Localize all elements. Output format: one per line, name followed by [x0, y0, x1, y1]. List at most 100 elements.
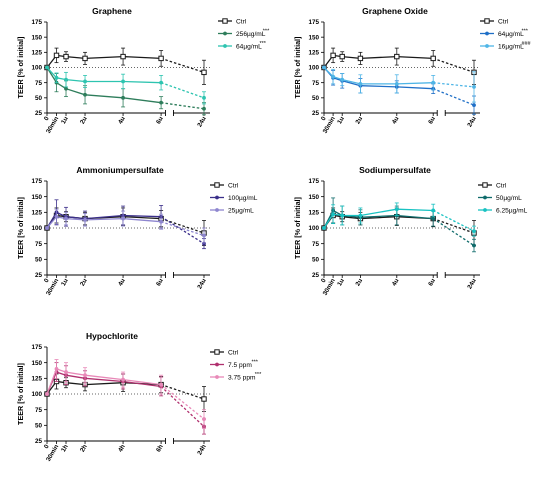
x-tick-label: 0: [43, 115, 51, 122]
data-point: [121, 377, 125, 382]
x-tick-label: 2u: [79, 115, 89, 125]
y-tick-label: 175: [31, 19, 42, 26]
data-point: [472, 103, 476, 108]
data-point: [330, 52, 336, 59]
y-tick-label: 150: [31, 194, 42, 201]
panel-title: Graphene: [92, 6, 132, 16]
series-line-break: [160, 386, 205, 428]
legend-marker: [483, 208, 487, 212]
data-point: [121, 95, 125, 100]
legend-label: Ctrl: [228, 349, 239, 356]
legend-marker: [214, 349, 220, 355]
y-tick-label: 125: [31, 210, 42, 217]
y-tick-label: 25: [312, 272, 320, 279]
panel-2: Ammoniumpersulfate 25 50 75 100 125 150 175 TEER…: [16, 165, 258, 297]
legend-label: 25µg/mL: [228, 207, 254, 214]
data-point: [120, 53, 126, 60]
x-tick-label: 1h: [60, 443, 70, 453]
data-point: [159, 382, 164, 387]
y-axis-label: TEER [% of initial]: [293, 197, 302, 259]
data-point: [202, 106, 206, 111]
legend-marker: [485, 44, 489, 48]
legend-entry: 25µg/mL: [210, 207, 254, 214]
x-tick-label: 1u: [60, 277, 70, 287]
significance-mark: ###: [521, 41, 531, 47]
series-2: [322, 202, 476, 237]
series-1: [322, 65, 476, 115]
legend-entry: Ctrl: [210, 182, 239, 189]
data-point: [472, 85, 476, 89]
data-point: [472, 243, 476, 248]
x-tick-label: 4u: [391, 277, 401, 287]
significance-mark: ***: [259, 41, 266, 47]
data-point: [64, 370, 68, 374]
data-point: [340, 77, 345, 82]
data-point: [201, 396, 207, 402]
data-point: [202, 417, 206, 421]
series-line: [46, 371, 162, 395]
legend-marker: [222, 18, 228, 24]
y-tick-label: 50: [35, 257, 43, 264]
y-tick-label: 150: [31, 34, 42, 41]
series-2: [45, 359, 206, 429]
data-point: [45, 65, 49, 70]
data-point: [202, 233, 206, 238]
x-tick-label: 4u: [117, 277, 127, 287]
data-point: [331, 212, 335, 217]
y-tick-label: 50: [35, 423, 43, 430]
y-tick-label: 100: [308, 65, 319, 72]
legend-label: Ctrl: [496, 182, 507, 189]
x-tick-label: 2u: [354, 115, 364, 125]
y-tick-label: 175: [31, 178, 42, 185]
legend-label: 50µg/mL: [496, 195, 522, 202]
data-point: [83, 373, 87, 378]
legend-label: Ctrl: [498, 18, 509, 25]
series-line: [46, 211, 162, 229]
legend-entry: 6.25µg/mL: [478, 207, 528, 214]
panel-0: Graphene 25 50 75 100 125 150 175 TEER [% of ini…: [16, 6, 270, 135]
series-line: [46, 215, 162, 229]
series-line: [46, 67, 162, 104]
y-tick-label: 175: [31, 344, 42, 351]
data-point: [83, 92, 87, 97]
legend-marker: [215, 375, 219, 379]
data-point: [159, 100, 164, 105]
series-line-break: [432, 57, 475, 73]
significance-mark: ***: [251, 359, 258, 365]
y-axis-label: TEER [% of initial]: [293, 37, 302, 99]
data-point: [431, 216, 436, 221]
y-tick-label: 50: [312, 95, 320, 102]
x-tick-label: 6h: [155, 443, 165, 453]
panel-title: Ammoniumpersulfate: [76, 165, 164, 175]
data-point: [431, 80, 436, 85]
series-2: [45, 65, 206, 105]
x-tick-label: 24u: [196, 277, 208, 290]
x-tick-label: 24u: [466, 277, 478, 290]
series-2: [45, 208, 206, 244]
panel-3: Sodiumpersulfate 25 50 75 100 125 150 175 TEER […: [293, 165, 528, 297]
y-tick-label: 50: [312, 257, 320, 264]
x-tick-label: 4u: [117, 115, 127, 125]
y-tick-label: 100: [31, 391, 42, 398]
legend-label: 6.25µg/mL: [496, 207, 528, 214]
x-tick-label: 1u: [60, 115, 70, 125]
legend-label: 256µg/mL: [236, 31, 266, 38]
data-point: [158, 55, 164, 62]
data-point: [358, 81, 363, 86]
series-line-break: [160, 383, 205, 400]
y-tick-label: 25: [35, 272, 43, 279]
legend-entry: Ctrl: [218, 18, 247, 25]
significance-mark: ***: [263, 28, 270, 34]
data-point: [340, 213, 345, 218]
data-point: [64, 216, 68, 221]
x-tick-label: 0: [43, 277, 51, 284]
y-tick-label: 25: [35, 110, 43, 117]
x-tick-label: 1u: [336, 115, 346, 125]
legend-marker: [214, 182, 220, 188]
y-tick-label: 50: [35, 95, 43, 102]
legend-marker: [215, 208, 219, 212]
data-point: [322, 226, 326, 230]
y-tick-label: 125: [308, 210, 319, 217]
y-tick-label: 150: [308, 194, 319, 201]
data-point: [64, 86, 68, 91]
